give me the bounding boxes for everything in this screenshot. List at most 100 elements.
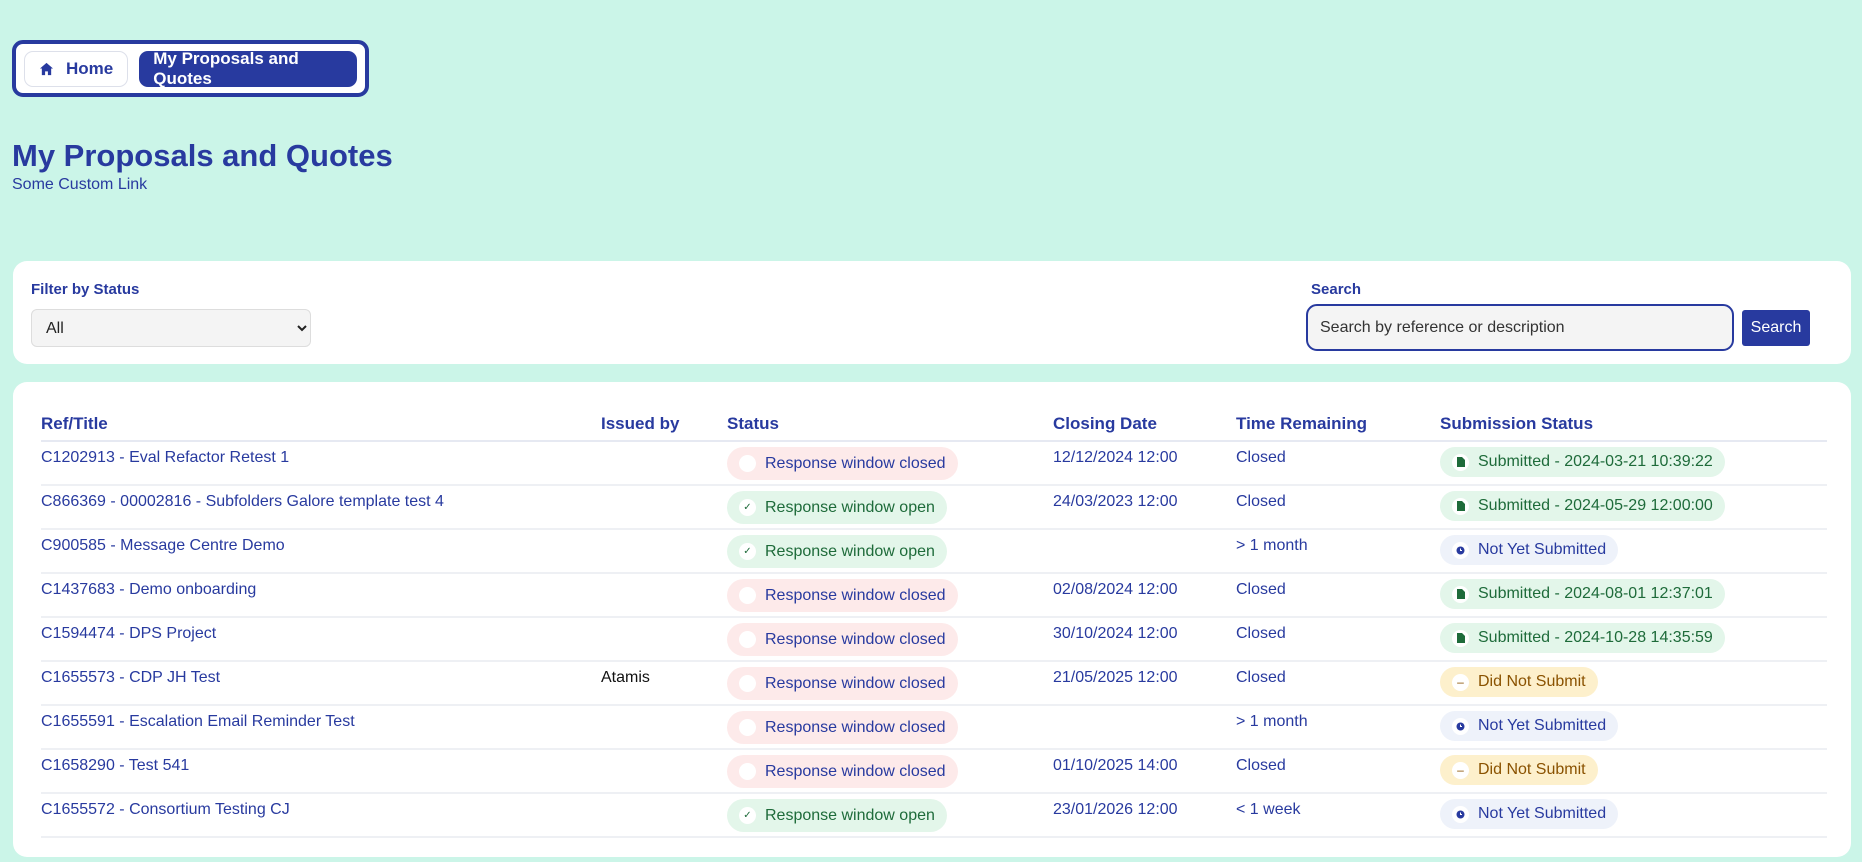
status-text: Response window closed xyxy=(765,718,946,736)
row-ref-link[interactable]: C1202913 - Eval Refactor Retest 1 xyxy=(41,449,290,466)
row-closing-date: 23/01/2026 12:00 xyxy=(1053,793,1236,838)
table-row[interactable]: C1655572 - Consortium Testing CJ ✓ Respon… xyxy=(41,793,1827,838)
row-closing-date: 24/03/2023 12:00 xyxy=(1053,485,1236,530)
row-closing-date: 02/08/2024 12:00 xyxy=(1053,573,1236,618)
minus-icon: – xyxy=(1452,761,1469,779)
row-issuer xyxy=(601,749,727,794)
submission-badge: Not Yet Submitted xyxy=(1440,711,1619,741)
submission-text: Did Not Submit xyxy=(1478,673,1586,690)
table-row[interactable]: C900585 - Message Centre Demo ✓ Response … xyxy=(41,529,1827,574)
status-badge: Response window closed xyxy=(727,579,958,612)
circle-icon xyxy=(739,675,756,692)
submission-badge: Submitted - 2024-10-28 14:35:59 xyxy=(1440,623,1725,653)
search-label: Search xyxy=(1311,281,1362,298)
row-ref-link[interactable]: C1437683 - Demo onboarding xyxy=(41,581,257,598)
filter-status-select[interactable]: All xyxy=(31,309,311,347)
submission-badge: Not Yet Submitted xyxy=(1440,535,1619,565)
status-badge: ✓ Response window open xyxy=(727,535,947,568)
row-time-remaining: > 1 month xyxy=(1236,529,1440,574)
page-title: My Proposals and Quotes xyxy=(12,138,393,173)
submission-badge: Not Yet Submitted xyxy=(1440,799,1619,829)
row-ref-link[interactable]: C1655573 - CDP JH Test xyxy=(41,669,221,686)
clock-icon xyxy=(1452,717,1469,735)
status-text: Response window closed xyxy=(765,674,946,692)
check-icon: ✓ xyxy=(739,499,756,516)
row-time-remaining: < 1 week xyxy=(1236,793,1440,838)
submission-badge: Submitted - 2024-05-29 12:00:00 xyxy=(1440,491,1725,521)
table-row[interactable]: C866369 - 00002816 - Subfolders Galore t… xyxy=(41,485,1827,530)
proposals-table-card: Ref/Title Issued by Status Closing Date … xyxy=(13,382,1851,857)
breadcrumb-home[interactable]: Home xyxy=(24,50,129,87)
row-issuer xyxy=(601,793,727,838)
document-icon xyxy=(1452,453,1469,471)
header-status: Status xyxy=(727,406,1053,442)
submission-text: Did Not Submit xyxy=(1478,761,1586,778)
status-badge: ✓ Response window open xyxy=(727,491,947,524)
status-text: Response window closed xyxy=(765,454,946,472)
submission-text: Submitted - 2024-03-21 10:39:22 xyxy=(1478,453,1713,470)
row-ref-link[interactable]: C1655591 - Escalation Email Reminder Tes… xyxy=(41,713,355,730)
home-icon xyxy=(39,62,54,75)
row-issuer xyxy=(601,617,727,662)
circle-icon xyxy=(739,719,756,736)
row-closing-date xyxy=(1053,529,1236,574)
check-icon: ✓ xyxy=(739,543,756,560)
filter-panel: Filter by Status All Search Search xyxy=(13,261,1851,364)
search-input[interactable] xyxy=(1306,304,1734,351)
custom-link[interactable]: Some Custom Link xyxy=(12,176,148,193)
breadcrumb: Home My Proposals and Quotes xyxy=(12,40,369,97)
row-closing-date: 12/12/2024 12:00 xyxy=(1053,441,1236,486)
row-ref-link[interactable]: C1655572 - Consortium Testing CJ xyxy=(41,801,290,818)
submission-badge: Submitted - 2024-03-21 10:39:22 xyxy=(1440,447,1725,477)
row-issuer xyxy=(601,705,727,750)
header-issued-by: Issued by xyxy=(601,406,727,442)
header-submission-status: Submission Status xyxy=(1440,406,1827,442)
circle-icon xyxy=(739,587,756,604)
table-row[interactable]: C1658290 - Test 541 Response window clos… xyxy=(41,749,1827,794)
circle-icon xyxy=(739,455,756,472)
table-row[interactable]: C1202913 - Eval Refactor Retest 1 Respon… xyxy=(41,441,1827,486)
row-time-remaining: > 1 month xyxy=(1236,705,1440,750)
table-row[interactable]: C1594474 - DPS Project Response window c… xyxy=(41,617,1827,662)
search-button[interactable]: Search xyxy=(1742,310,1810,346)
submission-text: Submitted - 2024-05-29 12:00:00 xyxy=(1478,497,1713,514)
circle-icon xyxy=(739,763,756,780)
status-text: Response window closed xyxy=(765,762,946,780)
clock-icon xyxy=(1452,805,1469,823)
table-row[interactable]: C1437683 - Demo onboarding Response wind… xyxy=(41,573,1827,618)
row-closing-date: 30/10/2024 12:00 xyxy=(1053,617,1236,662)
status-badge: Response window closed xyxy=(727,667,958,700)
status-text: Response window closed xyxy=(765,586,946,604)
submission-text: Not Yet Submitted xyxy=(1478,717,1607,734)
row-ref-link[interactable]: C900585 - Message Centre Demo xyxy=(41,537,285,554)
row-time-remaining: Closed xyxy=(1236,573,1440,618)
submission-badge: Submitted - 2024-08-01 12:37:01 xyxy=(1440,579,1725,609)
status-badge: Response window closed xyxy=(727,447,958,480)
submission-text: Not Yet Submitted xyxy=(1478,805,1607,822)
submission-text: Submitted - 2024-10-28 14:35:59 xyxy=(1478,629,1713,646)
header-time-remaining: Time Remaining xyxy=(1236,406,1440,442)
status-text: Response window open xyxy=(765,542,935,560)
clock-icon xyxy=(1452,541,1469,559)
row-ref-link[interactable]: C866369 - 00002816 - Subfolders Galore t… xyxy=(41,493,444,510)
submission-text: Not Yet Submitted xyxy=(1478,541,1607,558)
submission-badge: – Did Not Submit xyxy=(1440,667,1598,697)
row-time-remaining: Closed xyxy=(1236,485,1440,530)
status-text: Response window closed xyxy=(765,630,946,648)
submission-text: Submitted - 2024-08-01 12:37:01 xyxy=(1478,585,1713,602)
row-issuer xyxy=(601,573,727,618)
row-ref-link[interactable]: C1594474 - DPS Project xyxy=(41,625,217,642)
status-badge: Response window closed xyxy=(727,623,958,656)
row-closing-date: 21/05/2025 12:00 xyxy=(1053,661,1236,706)
status-badge: Response window closed xyxy=(727,755,958,788)
check-icon: ✓ xyxy=(739,807,756,824)
row-issuer xyxy=(601,529,727,574)
breadcrumb-current[interactable]: My Proposals and Quotes xyxy=(139,49,357,88)
minus-icon: – xyxy=(1452,673,1469,691)
table-row[interactable]: C1655573 - CDP JH Test Atamis Response w… xyxy=(41,661,1827,706)
row-closing-date: 01/10/2025 14:00 xyxy=(1053,749,1236,794)
row-ref-link[interactable]: C1658290 - Test 541 xyxy=(41,757,190,774)
submission-badge: – Did Not Submit xyxy=(1440,755,1598,785)
table-row[interactable]: C1655591 - Escalation Email Reminder Tes… xyxy=(41,705,1827,750)
breadcrumb-home-label: Home xyxy=(66,58,114,78)
